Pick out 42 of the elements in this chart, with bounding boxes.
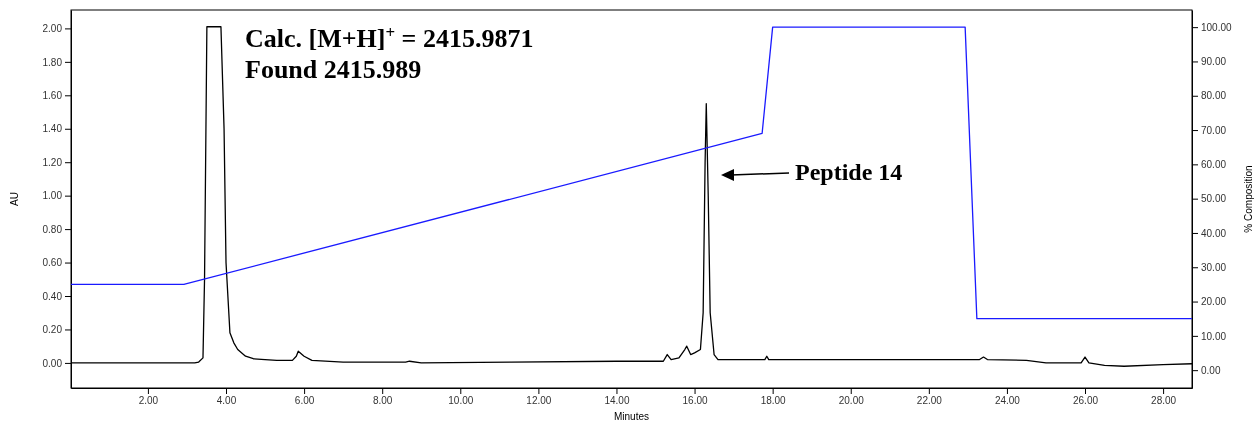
x-tick-label: 22.00 xyxy=(916,395,943,407)
y2-tick-label: 30.00 xyxy=(1201,261,1227,273)
x-tick-label: 14.00 xyxy=(604,395,630,407)
y-tick-label: 1.20 xyxy=(42,156,63,168)
x-tick-label: 28.00 xyxy=(1151,395,1177,407)
y2-tick-label: 80.00 xyxy=(1201,90,1227,102)
y-tick-label: 0.80 xyxy=(42,223,63,235)
y-tick-label: 1.40 xyxy=(42,123,63,135)
x-axis-title: Minutes xyxy=(613,411,650,422)
y-tick-label: 0.20 xyxy=(42,324,63,336)
x-tick-label: 8.00 xyxy=(372,395,393,407)
y2-tick-label: 0.00 xyxy=(1201,364,1221,376)
x-tick-label: 18.00 xyxy=(760,395,787,407)
y-tick-label: 1.60 xyxy=(42,90,63,101)
y-axis-title: AU xyxy=(9,192,20,206)
y-tick-label: 1.00 xyxy=(42,190,63,202)
x-tick-label: 2.00 xyxy=(138,395,159,407)
y2-tick-label: 40.00 xyxy=(1201,227,1227,239)
annotation: Found 2415.989 xyxy=(245,55,422,84)
y2-tick-label: 70.00 xyxy=(1201,124,1227,136)
annotation: Calc. [M+H]$^{+}$ = 2415.9871 xyxy=(245,22,534,53)
y2-tick-label: 60.00 xyxy=(1201,159,1227,171)
x-tick-label: 24.00 xyxy=(994,395,1021,407)
x-tick-label: 26.00 xyxy=(1073,395,1099,407)
y2-tick-label: 100.00 xyxy=(1201,21,1233,33)
x-tick-label: 6.00 xyxy=(294,395,315,407)
y2-axis-title: % Composition xyxy=(1243,165,1254,233)
y-tick-label: 0.40 xyxy=(42,290,63,302)
y2-tick-label: 10.00 xyxy=(1201,330,1227,342)
x-tick-label: 10.00 xyxy=(448,395,474,407)
y-tick-label: 0.60 xyxy=(42,257,63,269)
x-tick-label: 16.00 xyxy=(682,395,709,407)
y-tick-label: 1.80 xyxy=(42,56,63,68)
x-tick-label: 4.00 xyxy=(216,395,237,407)
y-tick-label: 2.00 xyxy=(42,23,63,35)
y-tick-label: 0.00 xyxy=(42,357,63,369)
y2-tick-label: 50.00 xyxy=(1201,193,1227,205)
y2-tick-label: 90.00 xyxy=(1201,56,1227,68)
y2-tick-label: 20.00 xyxy=(1201,296,1227,308)
annotation: Peptide 14 xyxy=(795,159,903,185)
x-tick-label: 20.00 xyxy=(838,395,865,407)
x-tick-label: 12.00 xyxy=(526,395,552,407)
